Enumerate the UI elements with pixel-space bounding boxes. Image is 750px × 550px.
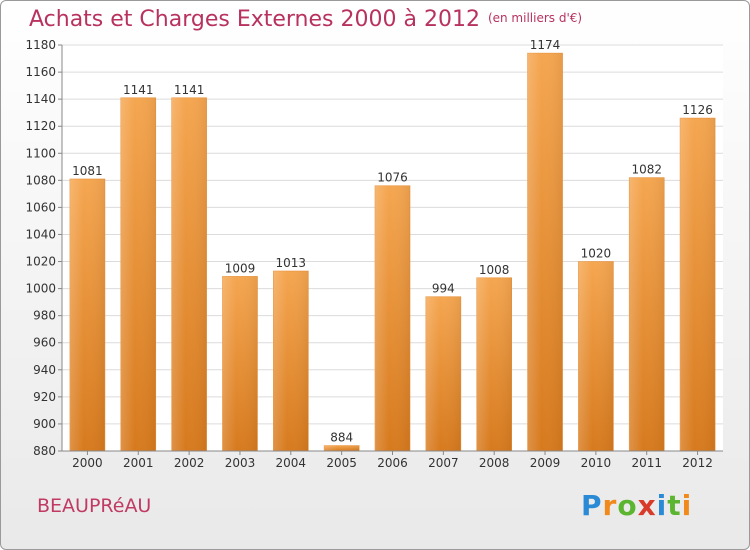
x-tick-label: 2009 [530, 456, 561, 470]
y-tick-label: 1000 [25, 282, 56, 296]
y-tick-label: 1040 [25, 227, 56, 241]
bars: 1081 1141 1141 1009 1013 884 1076 994 1008 1174 10… [69, 38, 716, 452]
data-label: 1009 [225, 261, 256, 275]
y-tick-label: 1060 [25, 200, 56, 214]
data-label: 1141 [174, 83, 205, 97]
bar-shade [425, 296, 461, 451]
y-tick-label: 920 [33, 390, 56, 404]
y-tick-label: 1180 [25, 38, 56, 52]
bar-shade [476, 277, 512, 451]
x-tick-label: 2011 [631, 456, 662, 470]
x-tick-label: 2010 [581, 456, 612, 470]
y-tick-label: 880 [33, 444, 56, 458]
bar-shade [375, 185, 410, 451]
data-label: 1081 [72, 164, 103, 178]
x-tick-label: 2003 [225, 456, 256, 470]
y-tick-label: 1020 [25, 255, 56, 269]
x-tick-label: 2002 [174, 456, 205, 470]
x-axis: 2000 2001 2002 2003 2004 2005 2006 2007 2008 2009… [62, 450, 723, 470]
y-tick-label: 900 [33, 417, 56, 431]
x-tick-label: 2000 [72, 456, 103, 470]
chart-title: Achats et Charges Externes 2000 à 2012 (e… [29, 7, 582, 32]
data-label: 1013 [276, 256, 307, 270]
bar-shade [69, 178, 105, 452]
bar-shade [527, 53, 563, 452]
chart-title-text: Achats et Charges Externes 2000 à 2012 [29, 7, 480, 32]
bar-shade [680, 118, 716, 451]
data-label: 884 [330, 431, 353, 445]
location-label: BEAUPRéAU [37, 495, 152, 517]
x-tick-label: 2012 [682, 456, 713, 470]
bar-shade [171, 97, 207, 451]
y-tick-label: 1160 [25, 65, 56, 79]
data-label: 1141 [123, 83, 154, 97]
data-label: 1126 [682, 103, 713, 117]
y-tick-label: 960 [33, 336, 56, 350]
x-tick-label: 2008 [479, 456, 510, 470]
y-tick-label: 980 [33, 309, 56, 323]
bar-chart: 1081 1141 1141 1009 1013 884 1076 994 1008 1174 10… [25, 38, 723, 470]
y-tick-label: 1140 [25, 92, 56, 106]
y-axis: 880 900 920 940 960 980 1000 1020 1040 1060 1080 11… [25, 38, 63, 458]
y-tick-label: 1100 [25, 146, 56, 160]
data-label: 1020 [581, 247, 612, 261]
proxiti-logo: Proxiti [581, 489, 693, 522]
x-tick-label: 2005 [326, 456, 357, 470]
data-label: 994 [432, 282, 455, 296]
bar-shade [222, 276, 258, 451]
data-label: 1174 [530, 38, 561, 52]
data-label: 1008 [479, 263, 510, 277]
data-label: 1082 [631, 163, 662, 177]
bar-shade [273, 271, 309, 451]
x-tick-label: 2006 [377, 456, 408, 470]
x-tick-label: 2007 [428, 456, 459, 470]
x-tick-label: 2001 [123, 456, 154, 470]
y-tick-label: 1080 [25, 173, 56, 187]
chart-unit: (en milliers d'€) [487, 11, 583, 25]
bar-shade [120, 97, 156, 451]
y-tick-label: 940 [33, 363, 56, 377]
bar-shade [629, 177, 665, 452]
y-tick-label: 1120 [25, 119, 56, 133]
data-label: 1076 [377, 171, 408, 185]
bar-shade [324, 445, 360, 451]
bar-shade [578, 261, 614, 451]
x-tick-label: 2004 [276, 456, 307, 470]
